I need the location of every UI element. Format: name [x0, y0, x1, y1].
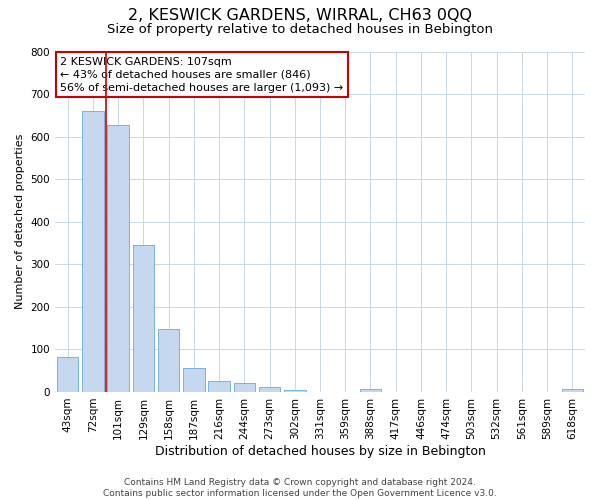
Text: 2, KESWICK GARDENS, WIRRAL, CH63 0QQ: 2, KESWICK GARDENS, WIRRAL, CH63 0QQ [128, 8, 472, 22]
Bar [562, 388, 583, 392]
Bar [208, 382, 230, 392]
Bar [158, 330, 179, 392]
Text: 2 KESWICK GARDENS: 107sqm
← 43% of detached houses are smaller (846)
56% of semi: 2 KESWICK GARDENS: 107sqm ← 43% of detac… [61, 56, 344, 93]
Bar [82, 111, 104, 392]
Text: Contains HM Land Registry data © Crown copyright and database right 2024.
Contai: Contains HM Land Registry data © Crown c… [103, 478, 497, 498]
Bar [57, 357, 79, 392]
Bar [360, 388, 381, 392]
Bar [107, 124, 129, 392]
X-axis label: Distribution of detached houses by size in Bebington: Distribution of detached houses by size … [155, 444, 485, 458]
Bar [133, 245, 154, 392]
Bar [259, 387, 280, 392]
Bar [284, 390, 305, 392]
Text: Size of property relative to detached houses in Bebington: Size of property relative to detached ho… [107, 22, 493, 36]
Y-axis label: Number of detached properties: Number of detached properties [15, 134, 25, 310]
Bar [233, 384, 255, 392]
Bar [183, 368, 205, 392]
